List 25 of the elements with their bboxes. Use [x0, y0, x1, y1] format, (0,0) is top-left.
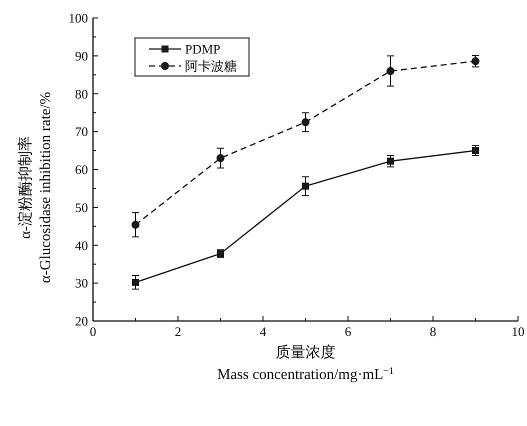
y-tick-label: 70: [75, 124, 88, 140]
legend-label: PDMP: [185, 42, 220, 56]
y-axis-title: α-淀粉酶抑制率 α-Glucosidase inhibition rate/%: [17, 92, 54, 284]
point: [386, 67, 394, 76]
x-tick-label: 8: [430, 324, 436, 339]
legend-label: 阿卡波糖: [185, 58, 237, 74]
x-tick-label: 0: [90, 324, 96, 339]
y-tick-label: 80: [75, 86, 88, 102]
point: [132, 278, 139, 286]
y-tick-label: 30: [75, 276, 88, 291]
x-tick-label: 2: [174, 324, 182, 339]
x-tick-label: 6: [344, 324, 352, 339]
x-axis-title: 质量浓度 Mass concentration/mg·mL$^{−1}$: [217, 344, 394, 383]
y-tick-label: 90: [75, 48, 88, 64]
y-tick-label: 20: [75, 314, 88, 328]
point: [302, 182, 309, 190]
y-tick-label: 60: [75, 162, 88, 177]
x-tick-label: 4: [260, 324, 267, 339]
point: [302, 118, 310, 126]
point: [216, 154, 224, 162]
y-tick-label: 50: [75, 200, 88, 215]
point: [132, 220, 140, 229]
x-tick-label: 10: [512, 324, 524, 339]
y-tick-label: 100: [68, 10, 88, 26]
y-tick-label: 40: [75, 238, 88, 253]
